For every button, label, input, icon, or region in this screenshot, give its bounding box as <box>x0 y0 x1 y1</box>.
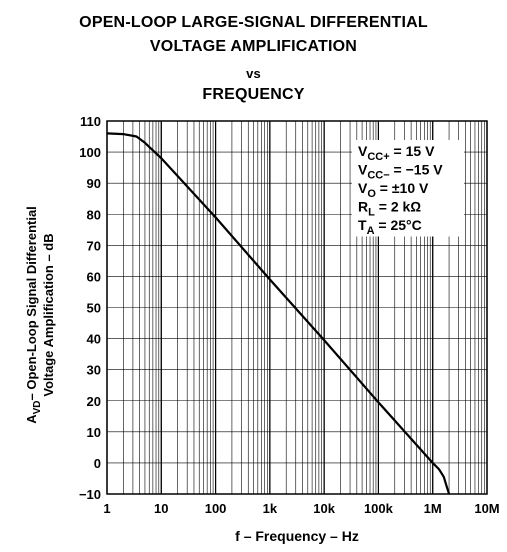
conditions-background <box>352 140 464 237</box>
y-tick-label: 30 <box>87 363 101 378</box>
x-tick-label: 100 <box>205 501 227 516</box>
chart-title-line-4: FREQUENCY <box>202 86 305 103</box>
x-tick-label: 10k <box>313 501 335 516</box>
condition-line: VO = ±10 V <box>358 180 429 200</box>
y-tick-label: 80 <box>87 207 101 222</box>
x-tick-labels: 1 10 100 1k 10k 100k 1M 10M <box>103 501 499 516</box>
x-axis-label: f – Frequency – Hz <box>235 528 359 544</box>
y-tick-label: 20 <box>87 394 101 409</box>
y-tick-label: 60 <box>87 269 101 284</box>
y-tick-label: −10 <box>79 487 101 502</box>
condition-line: VCC+ = 15 V <box>358 143 435 163</box>
y-tick-label: 10 <box>87 425 101 440</box>
y-tick-label: 70 <box>87 238 101 253</box>
y-axis-label-line-1: AVD– Open-Loop Signal Differential <box>24 206 43 424</box>
y-axis-label-line-2: Voltage Amplification – dB <box>41 233 56 396</box>
condition-line: TA = 25°C <box>358 217 422 237</box>
chart-title-line-1: OPEN-LOOP LARGE-SIGNAL DIFFERENTIAL <box>79 14 428 31</box>
y-tick-label: 110 <box>80 114 101 129</box>
chart-title-vs: vs <box>246 66 261 81</box>
series-lines <box>106 132 451 495</box>
plot-frame <box>106 120 488 495</box>
chart-title-line-2: VOLTAGE AMPLIFICATION <box>149 38 358 55</box>
y-tick-label: 0 <box>94 456 101 471</box>
condition-line: VCC− = −15 V <box>358 162 443 182</box>
x-tick-label: 100k <box>364 501 394 516</box>
x-tick-label: 1 <box>103 501 110 516</box>
y-tick-label: 90 <box>87 176 101 191</box>
y-tick-label: 100 <box>79 145 101 160</box>
x-tick-label: 1M <box>424 501 442 516</box>
grid-lines <box>106 120 488 495</box>
condition-line: RL = 2 kΩ <box>358 199 421 219</box>
series-line <box>106 132 451 495</box>
y-axis-label: AVD– Open-Loop Signal Differential Volta… <box>24 206 56 424</box>
y-tick-label: 40 <box>87 332 101 347</box>
y-tick-label: 50 <box>87 301 101 316</box>
x-tick-label: 1k <box>263 501 278 516</box>
x-tick-label: 10M <box>474 501 499 516</box>
x-tick-label: 10 <box>154 501 168 516</box>
conditions-box <box>352 140 464 237</box>
